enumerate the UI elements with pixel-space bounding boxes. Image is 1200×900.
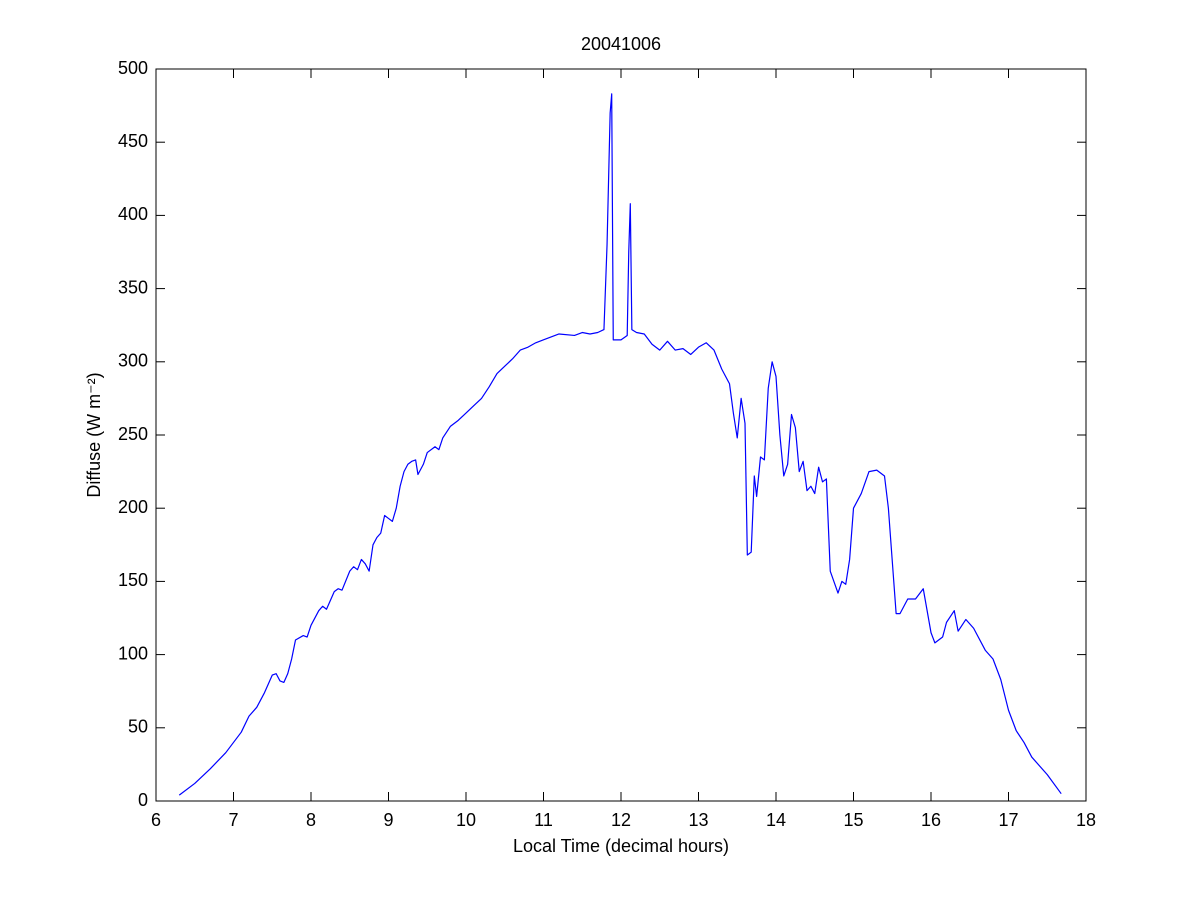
x-axis-label: Local Time (decimal hours): [513, 836, 729, 856]
y-tick-label: 450: [118, 131, 148, 151]
y-tick-label: 100: [118, 643, 148, 663]
y-tick-label: 150: [118, 570, 148, 590]
x-tick-label: 7: [228, 810, 238, 830]
x-tick-label: 10: [456, 810, 476, 830]
x-tick-label: 18: [1076, 810, 1096, 830]
plot-frame: [155, 68, 1087, 802]
x-tick-label: 9: [383, 810, 393, 830]
y-tick-label: 350: [118, 277, 148, 297]
x-tick-label: 8: [306, 810, 316, 830]
x-tick-label: 11: [534, 810, 553, 830]
y-tick-label: 500: [118, 58, 148, 78]
x-tick-label: 12: [611, 810, 631, 830]
y-tick-label: 50: [128, 717, 148, 737]
x-tick-label: 14: [766, 810, 786, 830]
y-axis-label: Diffuse (W m⁻²): [84, 372, 104, 497]
chart-title: 20041006: [581, 34, 661, 54]
x-tick-label: 16: [921, 810, 941, 830]
y-tick-label: 400: [118, 204, 148, 224]
x-tick-label: 15: [843, 810, 863, 830]
x-tick-label: 13: [688, 810, 708, 830]
data-line: [178, 93, 1062, 796]
x-tick-label: 6: [151, 810, 161, 830]
y-tick-label: 250: [118, 424, 148, 444]
y-tick-label: 200: [118, 497, 148, 517]
x-tick-label: 17: [998, 810, 1018, 830]
y-tick-label: 300: [118, 351, 148, 371]
y-tick-label: 0: [138, 790, 148, 810]
